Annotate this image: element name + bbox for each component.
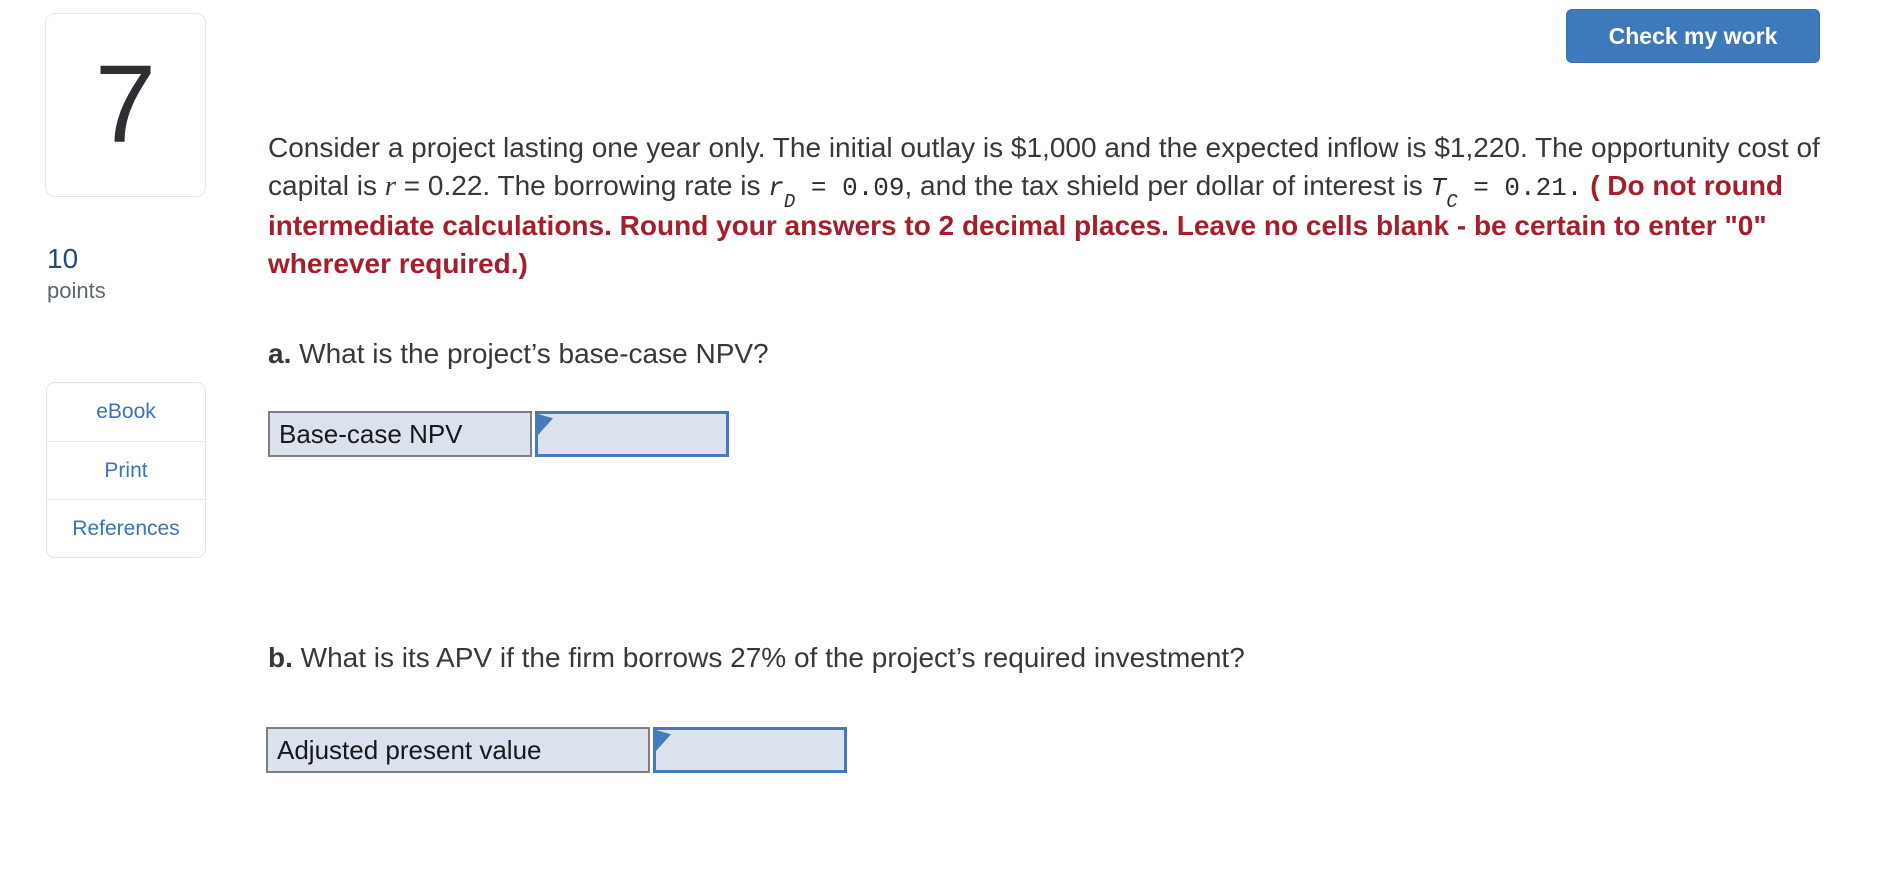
var-rd-sub: D <box>783 191 796 214</box>
rounding-instructions: ( Do not round intermediate calculations… <box>268 170 1784 279</box>
var-tc-expression: TC = 0.21. <box>1430 173 1583 212</box>
part-a-question: a. What is the project’s base-case NPV? <box>268 338 769 370</box>
question-number: 7 <box>94 43 157 166</box>
ebook-link[interactable]: eBook <box>96 400 156 423</box>
part-b-label: b. <box>268 642 293 673</box>
base-case-npv-input[interactable] <box>538 414 726 454</box>
question-intro: Consider a project lasting one year only… <box>268 129 1864 283</box>
base-case-npv-input-cell <box>535 411 729 457</box>
references-link[interactable]: References <box>47 499 205 557</box>
adjusted-present-value-input-cell <box>653 727 847 773</box>
part-a-label: a. <box>268 338 292 369</box>
question-number-card: 7 <box>45 13 206 197</box>
var-tc-sub: C <box>1446 191 1458 214</box>
points-value: 10 <box>47 243 79 274</box>
points-block: 10 points <box>47 243 106 304</box>
part-b-answer-table: Adjusted present value <box>266 727 847 773</box>
adjusted-present-value-input[interactable] <box>656 730 844 770</box>
var-rd-expression: rD = 0.09 <box>768 173 905 212</box>
part-b-question: b. What is its APV if the firm borrows 2… <box>268 642 1245 674</box>
var-tc-eq: = 0.21. <box>1457 173 1583 203</box>
intro-text: , and the tax shield per dollar of inter… <box>904 170 1431 201</box>
adjusted-present-value-label-cell: Adjusted present value <box>266 727 650 773</box>
var-rd-base: r <box>768 173 784 203</box>
points-label: points <box>47 278 106 303</box>
check-my-work-button[interactable]: Check my work <box>1566 9 1820 63</box>
part-a-text: What is the project’s base-case NPV? <box>291 338 769 369</box>
part-b-text: What is its APV if the firm borrows 27% … <box>292 642 1245 673</box>
print-link[interactable]: Print <box>47 441 205 499</box>
var-r: r <box>384 170 397 202</box>
var-rd-eq: = 0.09 <box>795 173 905 203</box>
intro-text: = 0.22. The borrowing rate is <box>396 170 769 201</box>
base-case-npv-label-cell: Base-case NPV <box>268 411 532 457</box>
part-a-answer-table: Base-case NPV <box>268 411 729 457</box>
resources-box: eBook Print References <box>46 382 206 558</box>
var-tc-base: T <box>1430 173 1447 203</box>
intro-text: Consider a project lasting one year only… <box>268 132 1820 201</box>
